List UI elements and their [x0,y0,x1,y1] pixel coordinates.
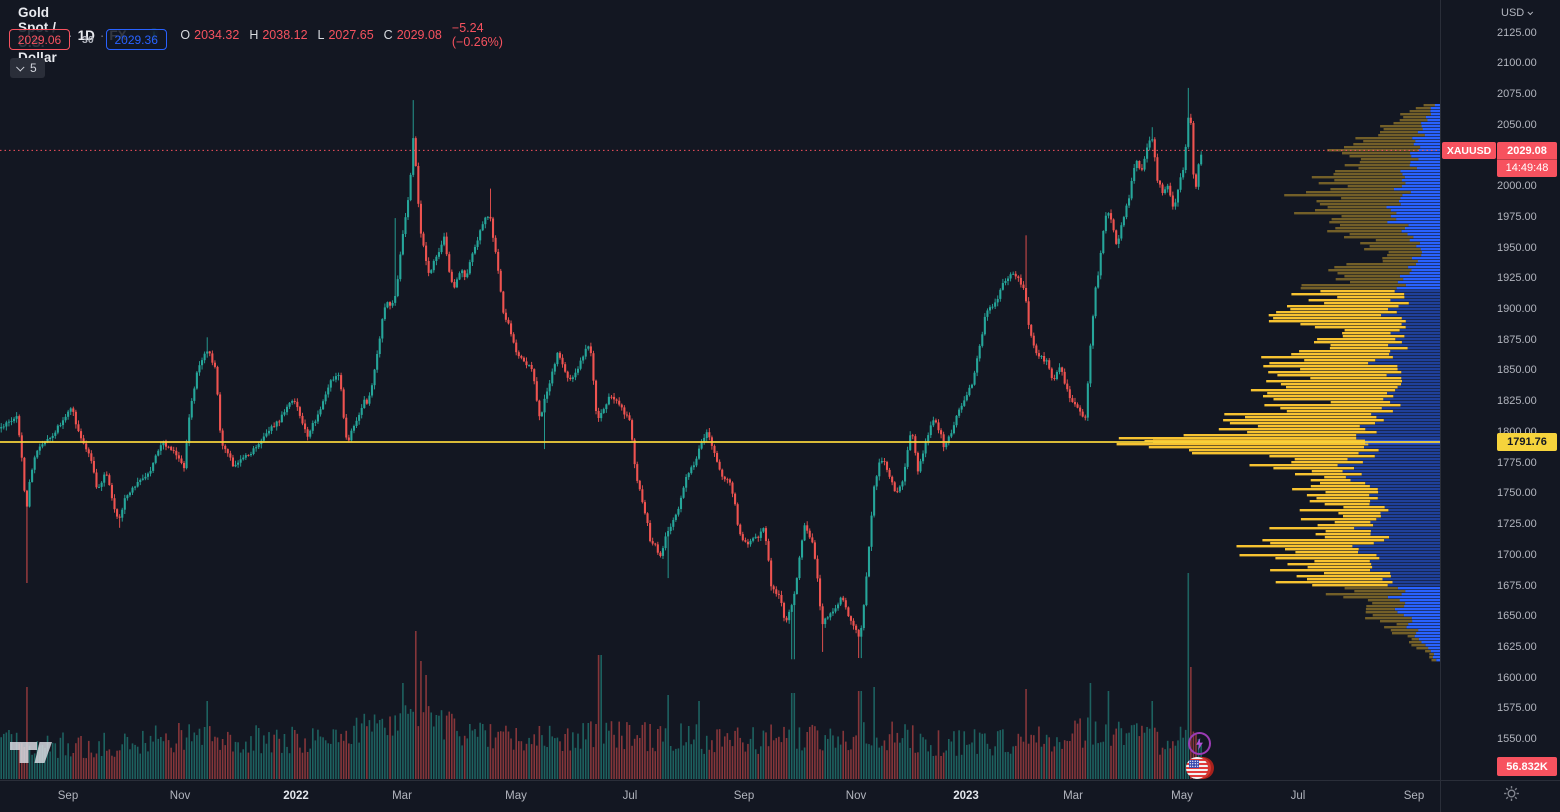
price-tick: 1550.00 [1497,733,1537,745]
lightning-bolt-icon [1196,737,1203,750]
price-tick: 1925.00 [1497,272,1537,284]
close-label: C [383,28,393,42]
tradingview-logo[interactable] [8,737,54,772]
time-tick: May [505,790,527,802]
high-label: H [249,28,259,42]
price-tick: 2000.00 [1497,180,1537,192]
open-value: 2034.32 [194,28,240,42]
time-tick: Sep [57,790,79,802]
time-tick: Mar [1063,790,1083,802]
price-tick: 1700.00 [1497,549,1537,561]
price-tick: 1650.00 [1497,610,1537,622]
time-tick: May [1171,790,1193,802]
price-tick: 2125.00 [1497,27,1537,39]
bar-countdown: 14:49:48 [1497,159,1557,176]
time-tick: Jul [1290,790,1306,802]
volume-value-label: 56.832K [1497,757,1557,776]
us-flag-icon [1189,760,1199,768]
price-tick: 1875.00 [1497,334,1537,346]
price-tick: 2075.00 [1497,88,1537,100]
price-tick: 1975.00 [1497,211,1537,223]
price-tick: 1900.00 [1497,303,1537,315]
time-tick: Nov [845,790,867,802]
high-value: 2038.12 [262,28,308,42]
separator: · [68,27,73,43]
price-tick: 1825.00 [1497,395,1537,407]
price-tick: 1675.00 [1497,580,1537,592]
currency-label: USD [1501,7,1525,19]
chevron-down-icon [1527,9,1534,16]
time-tick: Jul [622,790,638,802]
price-tick: 2050.00 [1497,119,1537,131]
price-tick: 1850.00 [1497,364,1537,376]
ohlc-readout: O 2034.32 H 2038.12 L 2027.65 C 2029.08 … [180,21,503,49]
price-tick: 1775.00 [1497,457,1537,469]
price-tick: 1625.00 [1497,641,1537,653]
chart-canvas[interactable] [0,0,1440,780]
last-price-value: 2029.08 [1507,145,1547,157]
axis-settings-corner [1440,780,1560,812]
horizontal-line-price-label: 1791.76 [1497,433,1557,451]
price-tick: 1600.00 [1497,672,1537,684]
market-flag-button[interactable] [1186,757,1208,779]
gear-icon[interactable] [1503,785,1520,807]
price-tick: 1750.00 [1497,487,1537,499]
buy-button[interactable]: 2029.36 [105,29,167,50]
interval-label[interactable]: 1D [77,27,95,43]
time-tick: 2022 [283,790,309,802]
low-label: L [317,28,325,42]
indicator-count: 5 [30,61,37,75]
time-tick: Sep [733,790,755,802]
close-value: 2029.08 [396,28,442,42]
change-value: −5.24 (−0.26%) [451,21,503,49]
currency-selector[interactable]: USD [1441,0,1560,26]
price-tick: 1950.00 [1497,242,1537,254]
separator: · [99,27,105,43]
quick-trade-button[interactable] [1188,732,1211,755]
time-tick: Mar [392,790,412,802]
price-tick: 1725.00 [1497,518,1537,530]
low-value: 2027.65 [328,28,374,42]
price-tick: 1575.00 [1497,702,1537,714]
spread-value: 30 [82,33,94,46]
chevron-down-icon [16,63,25,72]
time-tick: Nov [169,790,191,802]
time-tick: 2023 [953,790,979,802]
price-axis[interactable]: USD 2125.00 2100.00 2075.00 2050.00 2000.00 1… [1440,0,1560,780]
indicators-collapse-button[interactable]: 5 [10,58,45,78]
last-price-label: 2029.08 14:49:48 [1497,142,1557,177]
symbol-price-flag: XAUUSD [1442,142,1496,159]
sell-button[interactable]: 2029.06 [9,29,70,50]
open-label: O [180,28,191,42]
time-tick: Sep [1403,790,1425,802]
time-axis[interactable]: Sep Nov 2022 Mar May Jul Sep Nov 2023 Mar May Jul Se… [0,780,1560,812]
price-tick: 2100.00 [1497,57,1537,69]
